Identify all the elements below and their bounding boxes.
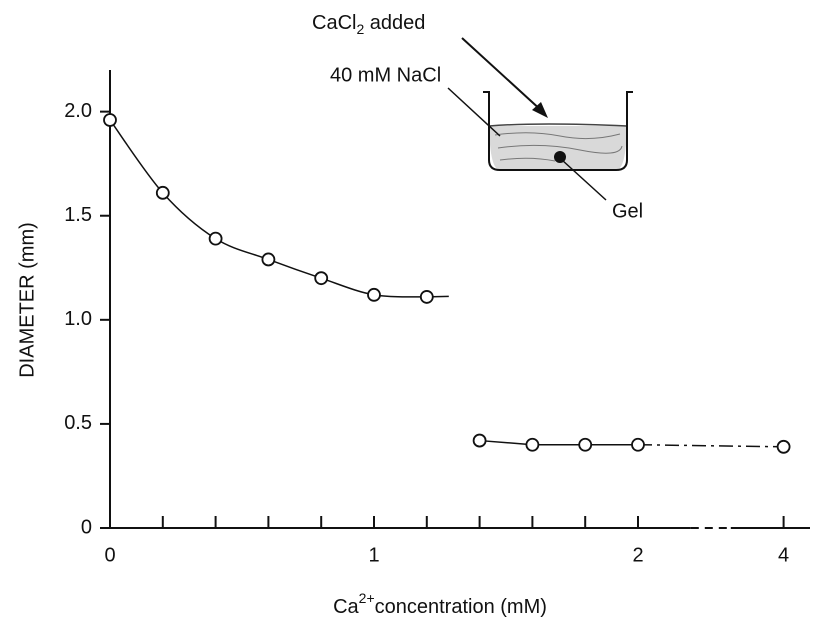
pointer-medium (447, 87, 501, 137)
y-tick-label: 1.0 (64, 308, 92, 330)
data-point (155, 185, 170, 200)
data-point (472, 433, 487, 448)
y-tick-label: 0.5 (64, 412, 92, 434)
liquid (489, 118, 627, 170)
arrowhead (532, 102, 548, 118)
annotation-medium: 40 mM NaCl (330, 64, 441, 86)
fit-line-break (637, 443, 784, 448)
data-point (261, 252, 276, 267)
annotation-added-rest: added (364, 12, 425, 34)
data-point (208, 231, 223, 246)
x-label-base: Ca (333, 596, 359, 618)
x-tick-label: 4 (778, 544, 789, 566)
liquid-surface (488, 123, 628, 127)
annotation-added: CaCl2 added (312, 12, 425, 36)
pointer-gel (561, 159, 607, 201)
data-point (525, 437, 540, 452)
x-label-sup: 2+ (359, 590, 375, 606)
data-point (103, 113, 117, 127)
data-point (367, 287, 381, 302)
liquid-texture (494, 132, 623, 162)
data-point (776, 439, 791, 454)
data-point (314, 271, 329, 286)
y-tick-label: 0 (81, 516, 92, 538)
fit-line (479, 439, 638, 446)
data-point (419, 290, 434, 304)
data-point (578, 437, 593, 452)
annotation-added-sub: 2 (356, 21, 364, 37)
arrow-added (461, 37, 544, 113)
fit-curve (109, 119, 427, 298)
beaker-inset: CaCl2 added 40 mM NaCl Gel (312, 12, 643, 222)
y-axis-label: DIAMETER (mm) (16, 222, 38, 378)
beaker (483, 91, 633, 171)
x-tick-label: 1 (368, 544, 379, 566)
x-axis-label: Ca2+concentration (mM) (333, 590, 547, 619)
annotation-added-base: CaCl (312, 12, 356, 34)
liquid-top-mask (489, 92, 627, 126)
x-label-rest: concentration (mM) (375, 596, 547, 618)
y-tick-label: 2.0 (64, 100, 92, 122)
y-tick-label: 1.5 (64, 204, 92, 226)
annotation-gel: Gel (612, 200, 643, 222)
data-point (631, 437, 645, 452)
x-tick-label: 2 (632, 544, 643, 566)
x-tick-label: 0 (104, 544, 115, 566)
